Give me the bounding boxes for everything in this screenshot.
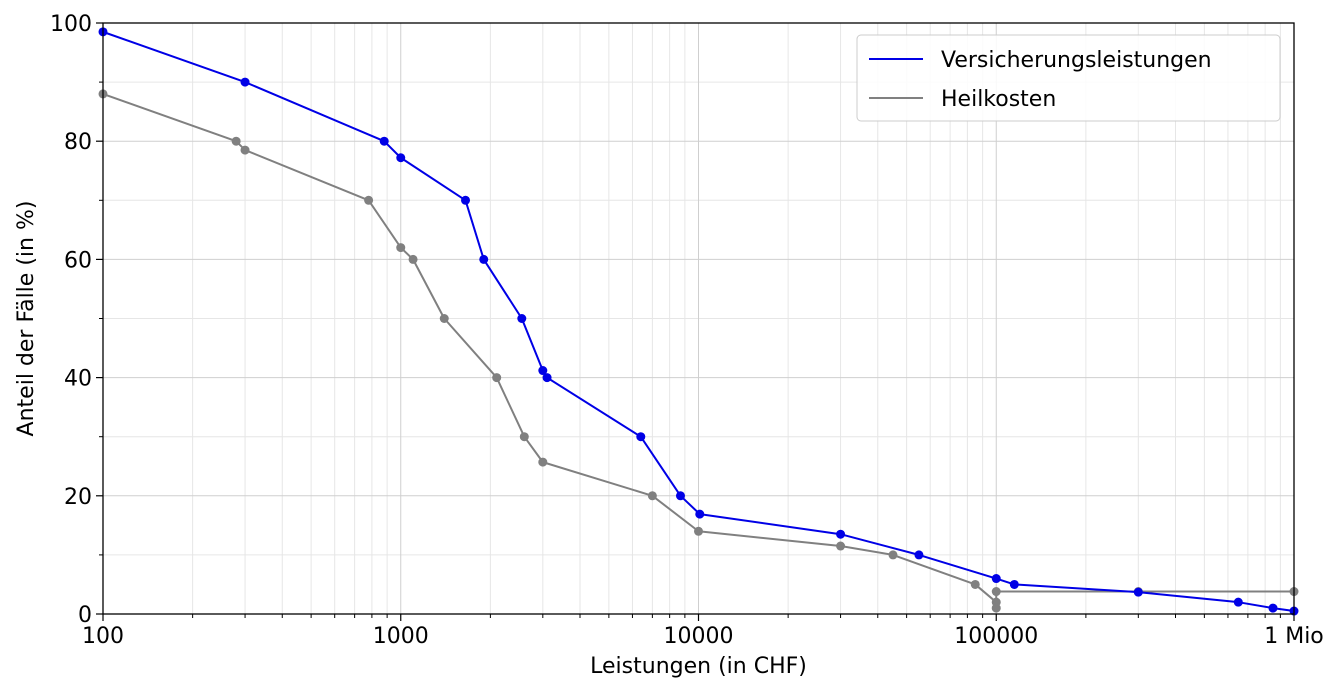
data-point-versicherungsleistungen: [538, 366, 548, 376]
data-point-versicherungsleistungen: [675, 491, 685, 501]
data-point-heilkosten: [538, 457, 548, 467]
y-tick-label: 60: [64, 248, 92, 273]
data-point-heilkosten: [439, 314, 449, 323]
data-point-heilkosten: [364, 195, 374, 205]
y-axis-label: Anteil der Fälle (in %): [14, 201, 39, 437]
data-point-heilkosten: [991, 603, 1001, 613]
data-point-versicherungsleistungen: [1268, 603, 1278, 613]
data-point-heilkosten: [240, 145, 250, 155]
data-point-heilkosten: [991, 587, 1001, 597]
minor-grid: [103, 23, 1294, 614]
legend-label-heilkosten: Heilkosten: [941, 87, 1056, 112]
data-point-versicherungsleistungen: [479, 254, 489, 264]
x-tick-label: 1 Mio: [1264, 624, 1324, 649]
ticks-layer: 100 1000 10000 100000 1 Mio 0 20 40 60 80 100: [50, 12, 1324, 649]
x-tick-label: 100000: [954, 624, 1038, 649]
y-tick-label: 0: [78, 603, 92, 628]
x-axis-label: Leistungen (in CHF): [590, 654, 807, 679]
data-point-heilkosten: [408, 254, 418, 264]
data-point-versicherungsleistungen: [461, 195, 471, 205]
data-point-versicherungsleistungen: [517, 314, 527, 323]
data-point-versicherungsleistungen: [914, 550, 924, 560]
data-point-heilkosten: [836, 541, 846, 551]
y-tick-label: 20: [64, 485, 92, 510]
series-line-versicherungsleistungen: [102, 30, 1295, 613]
legend-box: [856, 34, 1281, 122]
data-point-versicherungsleistungen: [1009, 579, 1019, 589]
data-point-heilkosten: [396, 243, 406, 253]
data-point-versicherungsleistungen: [636, 432, 646, 442]
y-tick-label: 100: [50, 12, 92, 37]
data-point-versicherungsleistungen: [695, 509, 705, 519]
data-point-heilkosten: [231, 136, 241, 146]
data-point-versicherungsleistungen: [1233, 597, 1243, 607]
data-point-versicherungsleistungen: [396, 153, 406, 163]
x-tick-label: 100: [82, 624, 124, 649]
data-point-heilkosten: [888, 550, 898, 560]
series-heilkosten: [98, 89, 1299, 613]
legend: Versicherungsleistungen Heilkosten: [856, 34, 1281, 122]
data-point-versicherungsleistungen: [240, 77, 250, 87]
data-point-versicherungsleistungen: [1133, 587, 1143, 597]
legend-label-versicherungsleistungen: Versicherungsleistungen: [941, 48, 1212, 73]
data-point-heilkosten: [970, 579, 980, 589]
data-point-versicherungsleistungen: [836, 529, 846, 539]
data-point-versicherungsleistungen: [542, 373, 552, 383]
data-point-heilkosten: [694, 526, 703, 536]
data-point-versicherungsleistungen: [379, 136, 389, 146]
x-tick-label: 10000: [664, 624, 734, 649]
y-tick-label: 80: [64, 130, 92, 155]
data-point-heilkosten: [647, 491, 657, 501]
x-tick-label: 1000: [373, 624, 429, 649]
data-point-heilkosten: [519, 432, 529, 442]
data-point-heilkosten: [492, 373, 502, 383]
data-point-versicherungsleistungen: [991, 574, 1001, 584]
y-tick-label: 40: [64, 367, 92, 392]
